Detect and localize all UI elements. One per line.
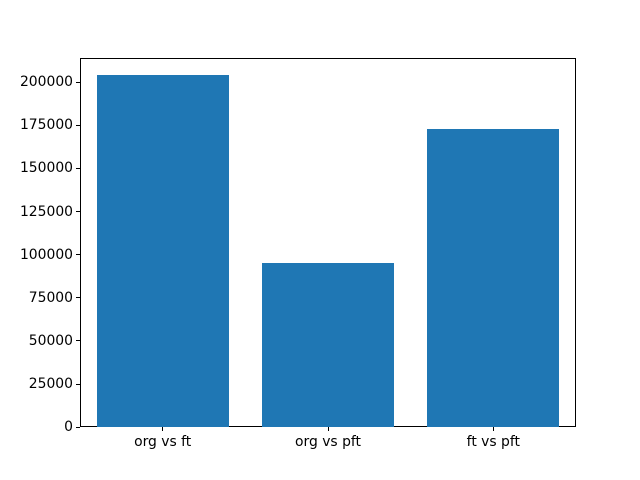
y-axis-tick-label: 100000 <box>19 246 73 263</box>
bar-org-vs-pft <box>261 263 395 428</box>
y-axis-tick-mark <box>76 426 80 428</box>
x-axis-tick-label-org-vs-ft: org vs ft <box>134 434 192 451</box>
y-axis-tick-label: 150000 <box>19 160 73 177</box>
x-axis-tick-mark <box>327 427 329 432</box>
y-axis-tick-mark <box>76 211 80 212</box>
x-axis-tick-label-org-vs-pft: org vs pft <box>295 434 361 451</box>
y-axis-tick-mark <box>76 167 80 169</box>
x-axis-tick-mark <box>492 427 494 432</box>
y-axis-tick-label: 200000 <box>19 74 73 91</box>
x-axis-tick-label-ft-vs-pft: ft vs pft <box>466 434 520 451</box>
y-axis-tick-mark <box>76 340 80 342</box>
y-axis-tick-label: 175000 <box>19 117 73 134</box>
y-axis-tick-mark <box>76 124 80 126</box>
y-axis-tick-mark <box>76 383 80 385</box>
y-axis-tick-label: 50000 <box>28 332 73 349</box>
y-axis-tick-mark <box>76 81 80 83</box>
y-axis-tick-mark <box>76 254 80 256</box>
y-axis-tick-mark <box>76 297 80 299</box>
y-axis-tick-label: 75000 <box>28 289 73 306</box>
y-axis-tick-label: 25000 <box>28 376 73 393</box>
y-axis-tick-label: 0 <box>64 419 73 436</box>
y-axis-tick-label: 125000 <box>19 203 73 220</box>
x-axis-tick-mark <box>162 427 164 432</box>
bar-org-vs-ft <box>96 75 229 428</box>
bar-ft-vs-pft <box>427 128 560 428</box>
